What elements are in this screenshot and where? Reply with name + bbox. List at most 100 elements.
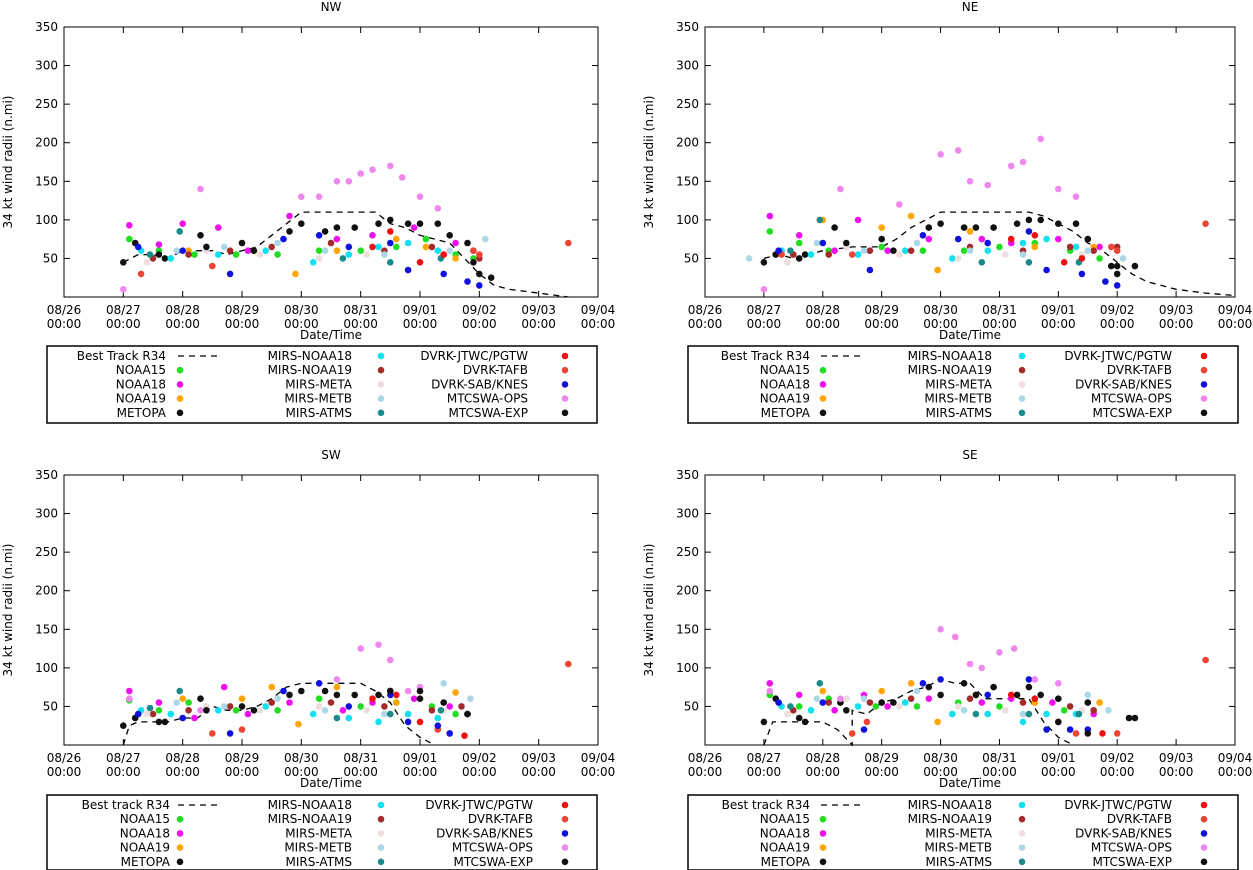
legend-label: MIRS-NOAA19: [268, 363, 352, 377]
data-point: [428, 707, 436, 714]
data-point: [226, 703, 234, 710]
data-point: [1096, 255, 1103, 262]
legend-swatch-dot: [561, 352, 569, 360]
data-point: [363, 707, 370, 714]
series-mirs-atms: [787, 216, 1083, 266]
x-tick-date: 08/26: [688, 303, 723, 317]
data-point: [476, 270, 483, 278]
data-point: [339, 707, 347, 714]
data-point: [819, 699, 827, 706]
x-tick-date: 08/29: [225, 751, 260, 765]
data-point: [843, 695, 850, 702]
data-point: [280, 235, 287, 243]
data-point: [345, 703, 353, 710]
data-point: [937, 220, 944, 227]
data-point: [990, 224, 997, 231]
data-point: [286, 228, 293, 235]
data-point: [896, 201, 903, 208]
series-mtcswa-exp: [760, 216, 1139, 278]
legend-label: MIRS-META: [285, 826, 353, 840]
data-point: [1007, 691, 1015, 699]
legend-label: METOPA: [761, 855, 811, 869]
data-point: [428, 243, 436, 251]
legend-label: MIRS-METB: [924, 392, 992, 406]
series-mirs-metb: [173, 680, 474, 718]
data-point: [238, 695, 246, 702]
data-point: [907, 695, 915, 702]
panel-nw: NW5010015020025030035008/2600:0008/2700:…: [1, 0, 615, 424]
series-dvrk-tafb: [209, 660, 572, 737]
data-point: [966, 178, 974, 185]
data-point: [173, 699, 180, 706]
data-point: [286, 699, 293, 706]
legend-swatch-dot: [1200, 815, 1208, 823]
best-track-line: [763, 211, 1236, 297]
data-point: [819, 239, 827, 247]
data-point: [1131, 714, 1139, 722]
data-point: [1019, 699, 1027, 706]
x-tick-time: 00:00: [106, 765, 141, 779]
data-point: [357, 703, 365, 710]
data-point: [860, 247, 868, 254]
data-point: [1007, 235, 1015, 243]
legend-label: MIRS-ATMS: [926, 406, 993, 420]
data-point: [960, 224, 968, 231]
data-point: [854, 251, 862, 258]
data-point: [854, 703, 862, 710]
data-point: [387, 259, 394, 266]
data-point: [837, 695, 844, 702]
data-point: [215, 224, 222, 231]
data-point: [146, 251, 154, 258]
data-point: [1043, 710, 1050, 718]
data-point: [155, 699, 163, 706]
x-tick-date: 08/26: [688, 751, 723, 765]
data-point: [1007, 162, 1015, 170]
data-point: [860, 695, 868, 702]
x-axis-label: Date/Time: [939, 776, 1001, 790]
data-point: [1072, 243, 1080, 251]
data-point: [766, 680, 774, 687]
data-point: [984, 247, 991, 254]
legend-label: MTCSWA-EXP: [449, 406, 529, 420]
y-tick-label: 50: [684, 251, 699, 265]
legend-swatch-dot: [561, 815, 569, 823]
data-point: [1019, 239, 1027, 247]
legend-label: MIRS-NOAA18: [908, 798, 992, 812]
data-point: [369, 166, 376, 173]
x-tick-time: 00:00: [1218, 317, 1253, 331]
legend-label: DVRK-JTWC/PGTW: [1064, 798, 1172, 812]
series-mtcswa-ops: [760, 135, 1080, 293]
data-point: [1049, 699, 1056, 706]
legend-label: DVRK-JTWC/PGTW: [425, 798, 533, 812]
data-point: [333, 247, 341, 254]
y-tick-label: 250: [676, 545, 699, 559]
series-mtcswa-ops: [120, 162, 442, 293]
x-tick-time: 00:00: [1041, 317, 1076, 331]
legend-label: NOAA15: [760, 363, 810, 377]
data-point: [176, 687, 183, 695]
data-point: [467, 695, 474, 702]
series-metopa: [772, 680, 1133, 726]
legend-box: [687, 794, 1239, 870]
data-point: [416, 259, 424, 266]
x-tick-time: 00:00: [805, 317, 840, 331]
legend-swatch-dot: [176, 844, 184, 851]
x-tick-date: 09/01: [1041, 303, 1076, 317]
data-point: [919, 680, 927, 687]
data-point: [404, 220, 412, 227]
data-point: [1055, 185, 1062, 193]
data-point: [375, 243, 382, 251]
data-point: [1078, 270, 1086, 278]
legend-swatch-dot: [1018, 366, 1026, 374]
legend-swatch-dot: [1200, 381, 1208, 388]
data-point: [321, 707, 329, 714]
data-point: [404, 239, 412, 247]
legend-swatch-dot: [561, 366, 569, 374]
x-tick-date: 08/30: [284, 303, 319, 317]
data-point: [232, 707, 240, 714]
legend-swatch-dot: [1200, 352, 1208, 360]
legend-swatch-dot: [176, 830, 184, 837]
panel-se: SE5010015020025030035008/2600:0008/2700:…: [642, 448, 1252, 870]
panel-title: NW: [321, 0, 342, 14]
x-tick-time: 00:00: [923, 765, 958, 779]
